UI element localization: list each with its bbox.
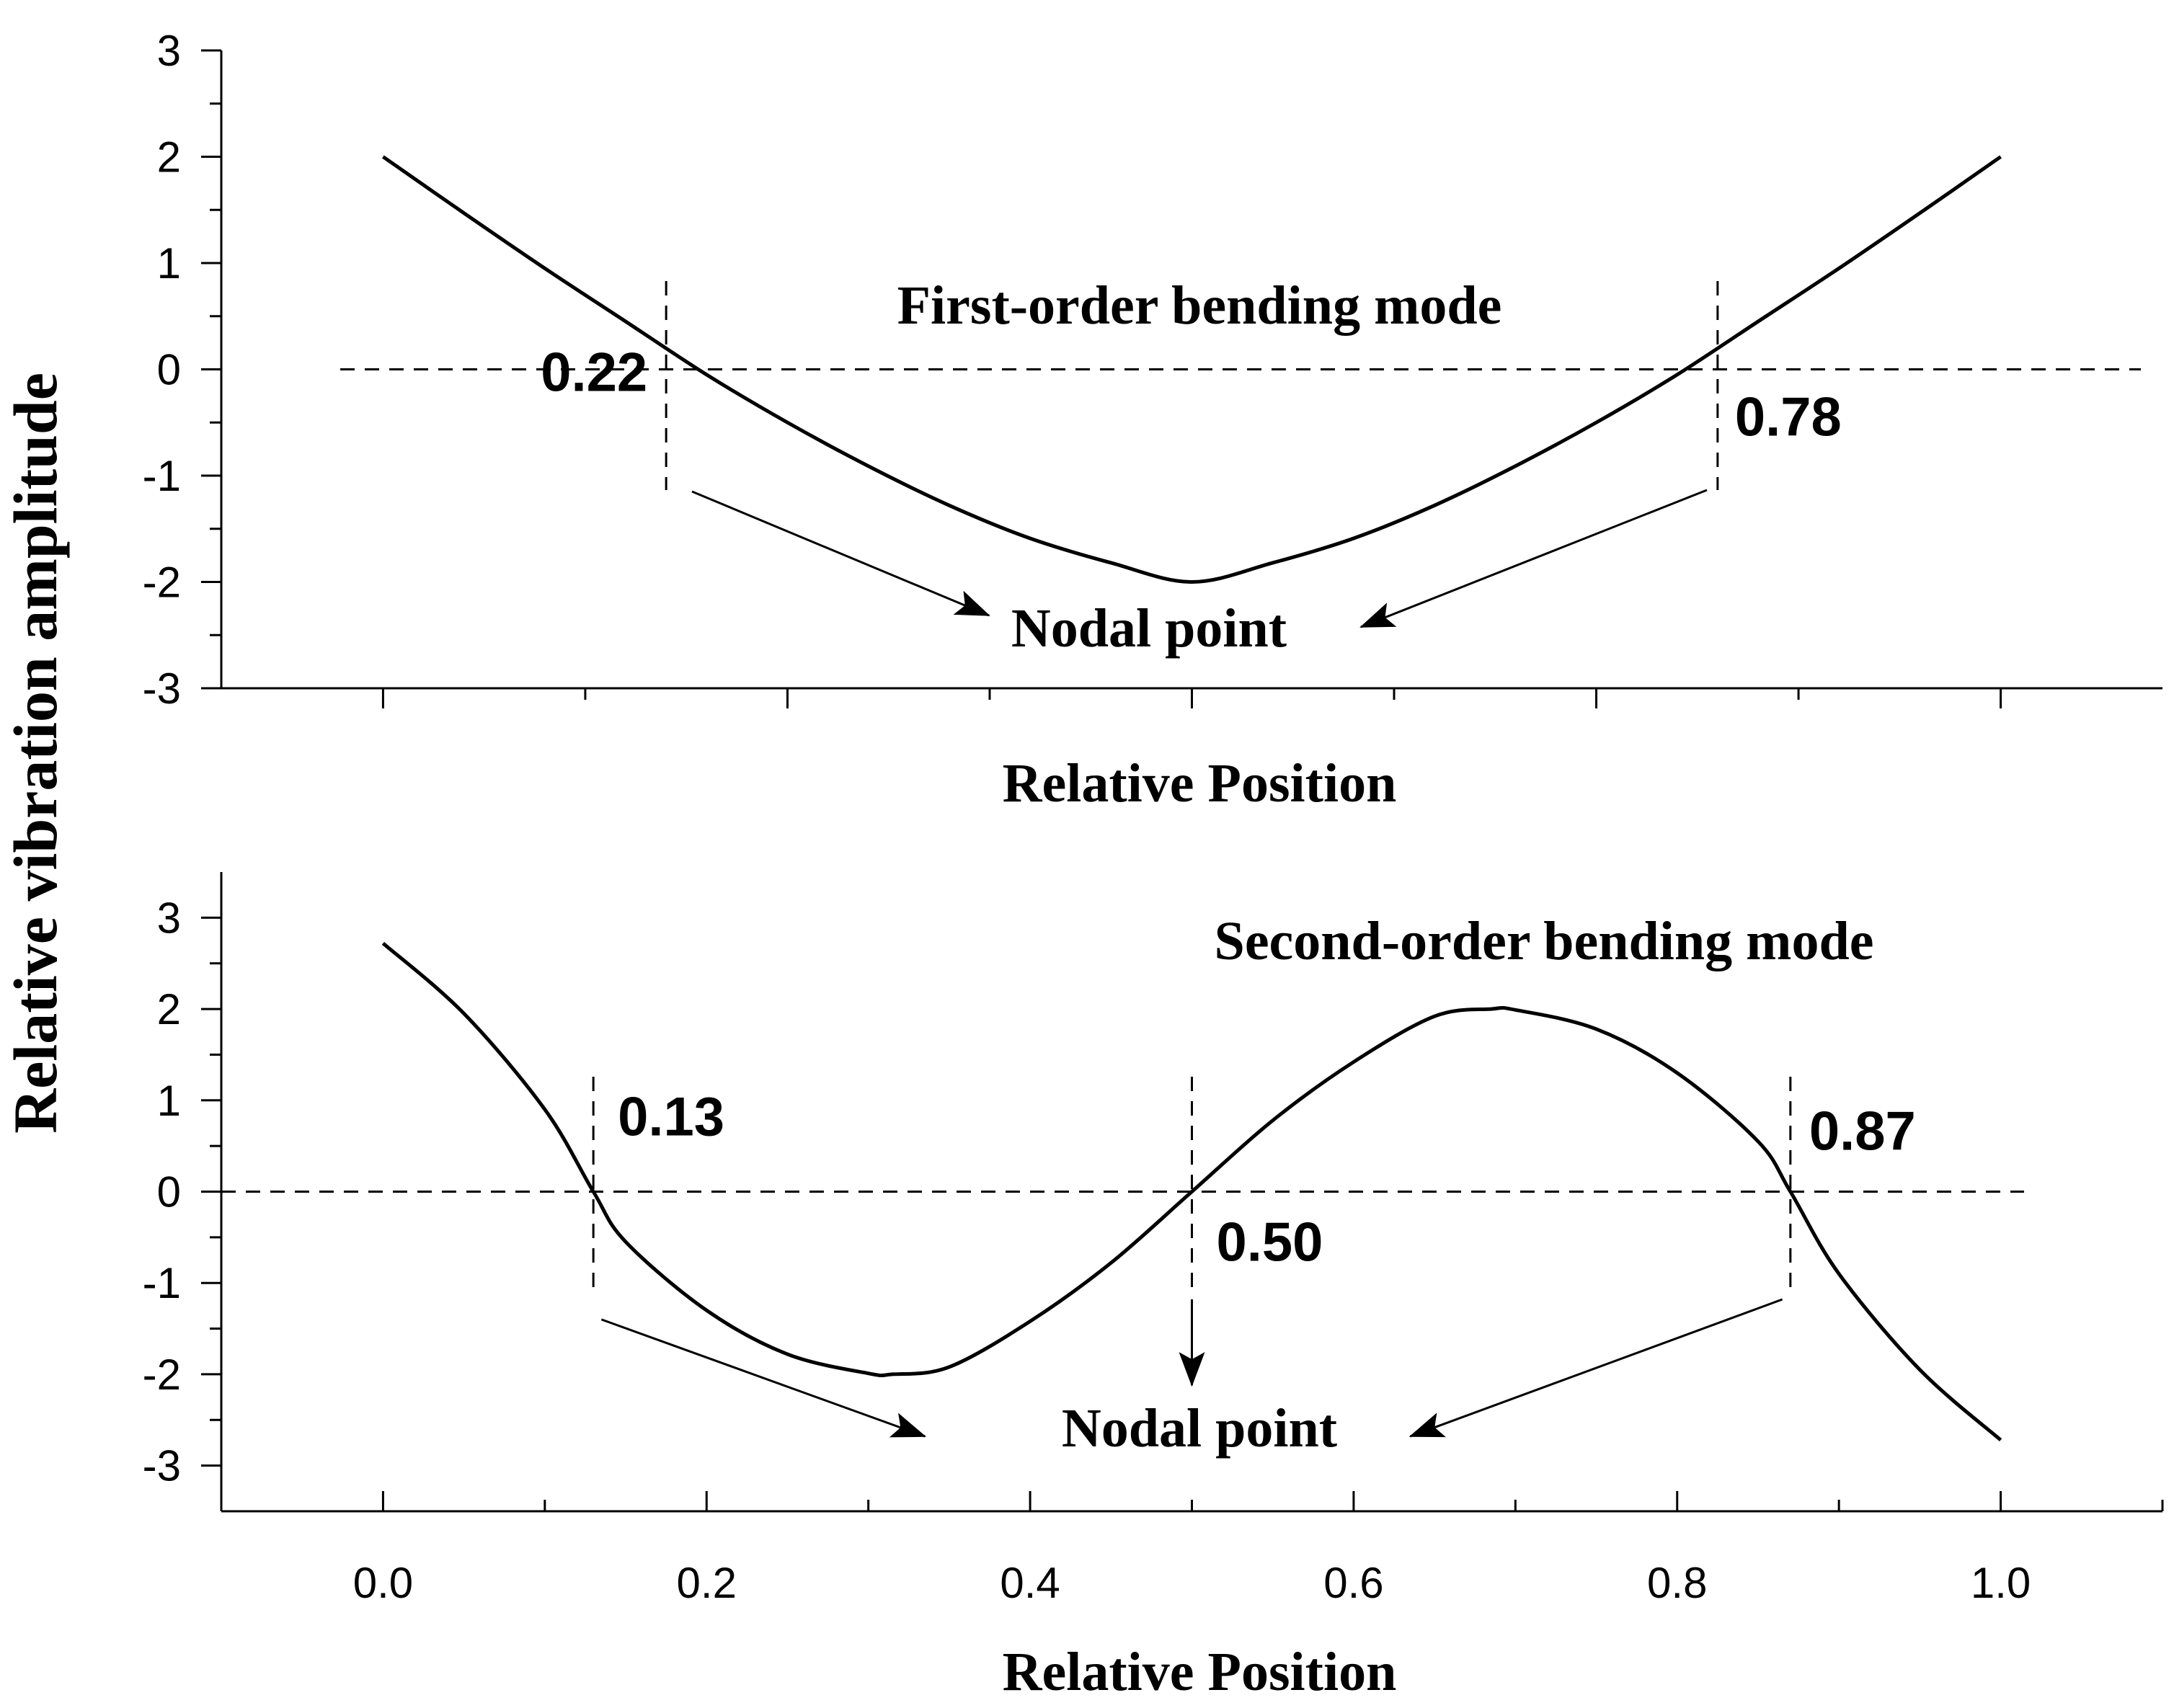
panel-2-x-axis-label: Relative Position bbox=[1003, 1642, 1397, 1702]
x-tick-label: 0.0 bbox=[353, 1559, 413, 1607]
y-tick-label: 2 bbox=[157, 133, 181, 182]
y-tick-label: -2 bbox=[143, 559, 181, 607]
y-tick-label: 1 bbox=[157, 239, 181, 288]
y-tick-label: 1 bbox=[157, 1077, 181, 1125]
panel-2-guides bbox=[221, 1077, 2024, 1290]
first-order-mode-title: First-order bending mode bbox=[897, 275, 1502, 336]
nodal-value-label: 0.50 bbox=[1217, 1212, 1323, 1273]
nodal-value-label: 0.87 bbox=[1809, 1101, 1916, 1162]
panel-first-order: 3 2 1 0 -1 -2 -3 0.22 0.78 First-order bending … bbox=[143, 27, 2162, 814]
y-tick-label: 3 bbox=[157, 894, 181, 942]
y-tick-label: 0 bbox=[157, 346, 181, 394]
y-tick-label: 0 bbox=[157, 1168, 181, 1216]
x-tick-label: 0.2 bbox=[677, 1559, 737, 1607]
panel-1-nodal-point-label: Nodal point bbox=[1011, 598, 1287, 659]
nodal-pointer-arrow bbox=[600, 1318, 927, 1438]
panel-2-y-axis: 3 2 1 0 -1 -2 -3 bbox=[143, 872, 223, 1511]
first-order-mode-curve bbox=[381, 155, 2002, 584]
panel-2-nodal-point-label: Nodal point bbox=[1062, 1398, 1337, 1459]
nodal-value-label: 0.78 bbox=[1735, 387, 1842, 448]
shared-y-axis-label: Relative vibration amplitude bbox=[1, 373, 70, 1134]
panel-1-annotations: 0.22 0.78 bbox=[541, 342, 1842, 628]
panel-1-x-axis bbox=[221, 687, 2162, 708]
nodal-pointer-arrow bbox=[1408, 1298, 1783, 1438]
nodal-value-label: 0.13 bbox=[618, 1087, 724, 1148]
panel-1-x-axis-label: Relative Position bbox=[1003, 753, 1397, 814]
y-tick-label: -1 bbox=[143, 1259, 181, 1307]
x-tick-label: 0.6 bbox=[1323, 1559, 1383, 1607]
y-tick-label: -3 bbox=[143, 1442, 181, 1490]
nodal-pointer-arrow bbox=[691, 490, 990, 617]
second-order-mode-curve bbox=[381, 941, 2002, 1442]
x-tick-label: 1.0 bbox=[1971, 1559, 2031, 1607]
x-tick-label: 0.8 bbox=[1647, 1559, 1707, 1607]
x-tick-label: 0.4 bbox=[1000, 1559, 1060, 1607]
y-tick-label: 3 bbox=[157, 27, 181, 75]
second-order-mode-title: Second-order bending mode bbox=[1215, 911, 1874, 971]
panel-1-y-axis: 3 2 1 0 -1 -2 -3 bbox=[143, 27, 223, 713]
y-tick-label: -3 bbox=[143, 664, 181, 713]
y-tick-label: -1 bbox=[143, 452, 181, 500]
panel-2-x-axis: 0.0 0.2 0.4 0.6 0.8 1.0 bbox=[220, 1491, 2164, 1607]
panel-1-guides bbox=[340, 281, 2141, 490]
y-tick-label: -2 bbox=[143, 1351, 181, 1399]
panel-2-annotations: 0.13 0.50 0.87 bbox=[600, 1087, 1916, 1438]
nodal-value-label: 0.22 bbox=[541, 342, 647, 404]
nodal-pointer-arrow bbox=[1359, 489, 1708, 628]
y-tick-label: 2 bbox=[157, 985, 181, 1033]
